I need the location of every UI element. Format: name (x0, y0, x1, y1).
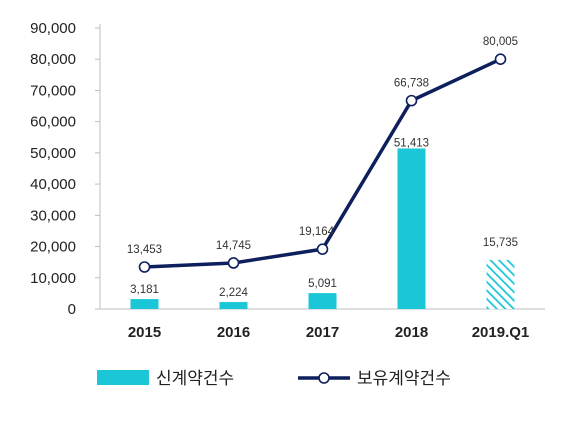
y-tick-label: 10,000 (30, 270, 76, 287)
bar-data-label: 51,413 (394, 137, 429, 149)
y-tick-label: 90,000 (30, 20, 76, 37)
bar (219, 302, 248, 309)
data-labels: 3,181 2,224 5,091 51,413 15,735 13,453 14,745 1… (127, 36, 518, 299)
y-tick-label: 0 (68, 301, 76, 318)
y-tick-label: 80,000 (30, 51, 76, 68)
legend-bar-swatch (97, 370, 149, 385)
bar (130, 299, 159, 309)
legend-line-marker (318, 372, 330, 384)
legend-line-label: 보유계약건수 (357, 369, 451, 389)
line-point (316, 243, 329, 255)
line-data-label: 66,738 (394, 78, 429, 90)
y-tick-label: 50,000 (30, 145, 76, 162)
y-tick-label: 20,000 (30, 239, 76, 256)
line-point (227, 257, 240, 269)
x-tick-label: 2017 (306, 324, 339, 341)
bar (486, 259, 515, 309)
legend-bar-label: 신계약건수 (156, 369, 234, 389)
x-tick-label: 2018 (395, 324, 428, 341)
y-tick-label: 60,000 (30, 114, 76, 131)
bar-series (130, 148, 515, 309)
bar (397, 148, 426, 309)
line-data-label: 19,164 (299, 226, 335, 238)
line-data-label: 80,005 (483, 36, 518, 48)
bar (308, 293, 337, 309)
bar-data-label: 5,091 (308, 278, 337, 290)
legend: 신계약건수 보유계약건수 (97, 369, 451, 389)
x-tick-label: 2015 (128, 324, 161, 341)
line-point (494, 53, 507, 66)
x-tick-label: 2016 (217, 324, 250, 341)
y-tick-label: 40,000 (30, 176, 76, 193)
line-data-label: 14,745 (216, 240, 251, 252)
y-tick-label: 70,000 (30, 82, 76, 99)
line-point (405, 94, 418, 107)
line-data-label: 13,453 (127, 244, 162, 256)
line-point (138, 261, 151, 273)
bar-data-label: 2,224 (219, 287, 248, 299)
axes: 0 10,000 20,000 30,000 40,000 50,000 60,000 70,… (30, 20, 545, 341)
bar-data-label: 3,181 (130, 284, 159, 296)
x-tick-label: 2019.Q1 (472, 324, 530, 341)
line-series (138, 53, 507, 273)
y-tick-label: 30,000 (30, 207, 76, 224)
bar-data-label: 15,735 (483, 237, 518, 249)
